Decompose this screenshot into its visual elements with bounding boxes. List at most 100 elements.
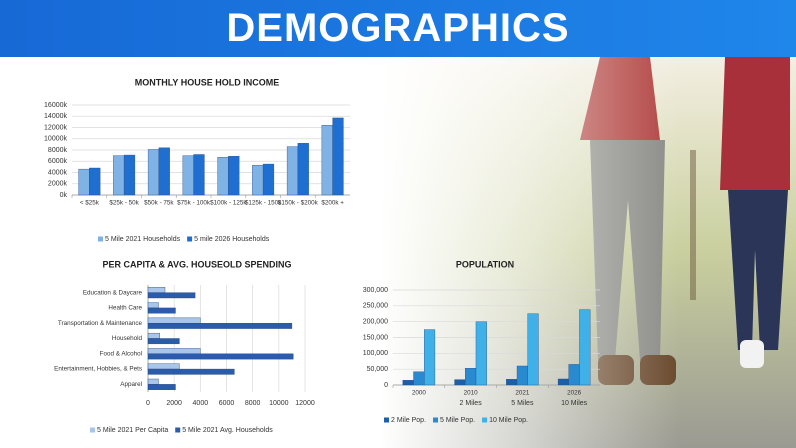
x-tick-label: < $25k xyxy=(80,200,100,207)
y-tick-label: 6000k xyxy=(48,158,68,165)
bar xyxy=(78,168,90,196)
x-tick-label: $25k - 50k xyxy=(109,200,139,207)
bar xyxy=(147,292,196,299)
y-tick-label: 12000k xyxy=(44,124,67,131)
x-tick-label: 12000 xyxy=(295,400,315,407)
legend-swatch xyxy=(90,427,95,433)
y-tick-label: 10000k xyxy=(44,136,67,143)
x-tick-label: 2000 xyxy=(166,400,182,407)
bar xyxy=(113,155,125,196)
y-tick-label: Education & Daycare xyxy=(83,289,143,296)
legend-label: 10 Mile Pop. xyxy=(489,417,528,424)
bar xyxy=(465,368,477,386)
legend-swatch xyxy=(433,417,439,423)
bar xyxy=(182,155,194,196)
x-tick-label: $150k - $200k xyxy=(278,200,319,207)
y-tick-label: Entertainment, Hobbies, & Pets xyxy=(54,366,142,373)
y-tick-label: 2000k xyxy=(48,181,68,188)
bar xyxy=(147,368,235,375)
bar xyxy=(424,329,436,386)
y-tick-label: Household xyxy=(112,335,143,342)
x-tick-label: 2026 xyxy=(567,390,582,397)
bar xyxy=(147,332,160,339)
bar xyxy=(147,317,201,324)
bar xyxy=(262,163,275,196)
y-tick-label: Apparel xyxy=(120,381,142,388)
chart-title: PER CAPITA & AVG. HOUSEOLD SPENDING xyxy=(102,259,291,269)
x-tick-label: $100k - 125k xyxy=(210,200,247,207)
bar xyxy=(147,338,180,345)
legend-label: 2 Mile Pop. xyxy=(391,417,426,424)
x-tick-label: 8000 xyxy=(245,400,261,407)
legend-label: 5 Mile 2021 Households xyxy=(105,236,181,243)
x-tick-label: 2010 xyxy=(464,390,479,397)
bar xyxy=(475,321,487,386)
legend-swatch xyxy=(187,236,193,242)
x-sublabel: 2 Miles xyxy=(460,400,483,407)
y-tick-label: 50,000 xyxy=(367,366,389,373)
bar xyxy=(158,147,170,196)
x-tick-label: $50k - 75k xyxy=(144,200,174,207)
bar xyxy=(147,348,201,354)
y-tick-label: 4000k xyxy=(48,169,68,176)
bar xyxy=(147,149,160,196)
bar xyxy=(147,323,293,329)
banner-title: DEMOGRAPHICS xyxy=(0,0,796,57)
bar xyxy=(89,167,101,196)
x-tick-label: $125k - 150k xyxy=(245,200,282,207)
chart-title: POPULATION xyxy=(456,259,514,269)
chart-title: MONTHLY HOUSE HOLD INCOME xyxy=(135,77,280,87)
x-tick-label: 0 xyxy=(146,400,150,407)
bar xyxy=(147,378,159,385)
x-sublabel: 10 Miles xyxy=(561,400,588,407)
bar xyxy=(147,384,176,390)
photo-background xyxy=(380,57,796,448)
bar xyxy=(147,363,180,370)
y-tick-label: 0k xyxy=(60,192,68,199)
bar xyxy=(147,302,159,309)
legend-swatch xyxy=(384,417,389,423)
legend-label: 5 mile 2026 Households xyxy=(194,236,270,243)
y-tick-label: Health Care xyxy=(108,305,142,312)
bar xyxy=(527,313,539,386)
bar xyxy=(413,371,425,386)
bar xyxy=(297,143,309,196)
x-tick-label: $75k - 100k xyxy=(177,200,211,207)
legend-label: 5 Mile Pop. xyxy=(440,417,475,424)
legend-swatch xyxy=(175,427,181,433)
bar xyxy=(332,117,344,196)
legend-label: 5 Mile 2021 Per Capita xyxy=(97,427,168,434)
bar xyxy=(402,380,414,386)
x-tick-label: 6000 xyxy=(219,400,235,407)
bar xyxy=(568,364,580,386)
bar xyxy=(147,287,166,293)
x-sublabel: 5 Miles xyxy=(511,400,534,407)
y-tick-label: 250,000 xyxy=(363,303,388,310)
y-tick-label: 8000k xyxy=(48,147,68,154)
bar xyxy=(321,125,333,196)
bar xyxy=(228,155,240,196)
y-tick-label: 300,000 xyxy=(363,287,388,294)
y-tick-label: 200,000 xyxy=(363,319,388,326)
y-tick-label: Food & Alcohol xyxy=(100,350,142,357)
bar xyxy=(506,379,518,386)
bar xyxy=(217,157,229,196)
legend-swatch xyxy=(98,236,103,242)
x-tick-label: 10000 xyxy=(269,400,289,407)
x-tick-label: 4000 xyxy=(193,400,209,407)
bar xyxy=(557,378,569,386)
y-tick-label: 100,000 xyxy=(363,350,388,357)
x-tick-label: 2021 xyxy=(515,390,530,397)
legend-swatch xyxy=(482,417,488,423)
y-tick-label: 0 xyxy=(384,382,388,389)
y-tick-label: 150,000 xyxy=(363,334,388,341)
x-tick-label: 2000 xyxy=(412,390,427,397)
bar xyxy=(147,307,176,314)
y-tick-label: 14000k xyxy=(44,113,67,120)
bar xyxy=(193,154,205,196)
bar xyxy=(123,154,136,196)
bar xyxy=(579,309,591,386)
legend-label: 5 Mile 2021 Avg. Households xyxy=(182,427,273,434)
